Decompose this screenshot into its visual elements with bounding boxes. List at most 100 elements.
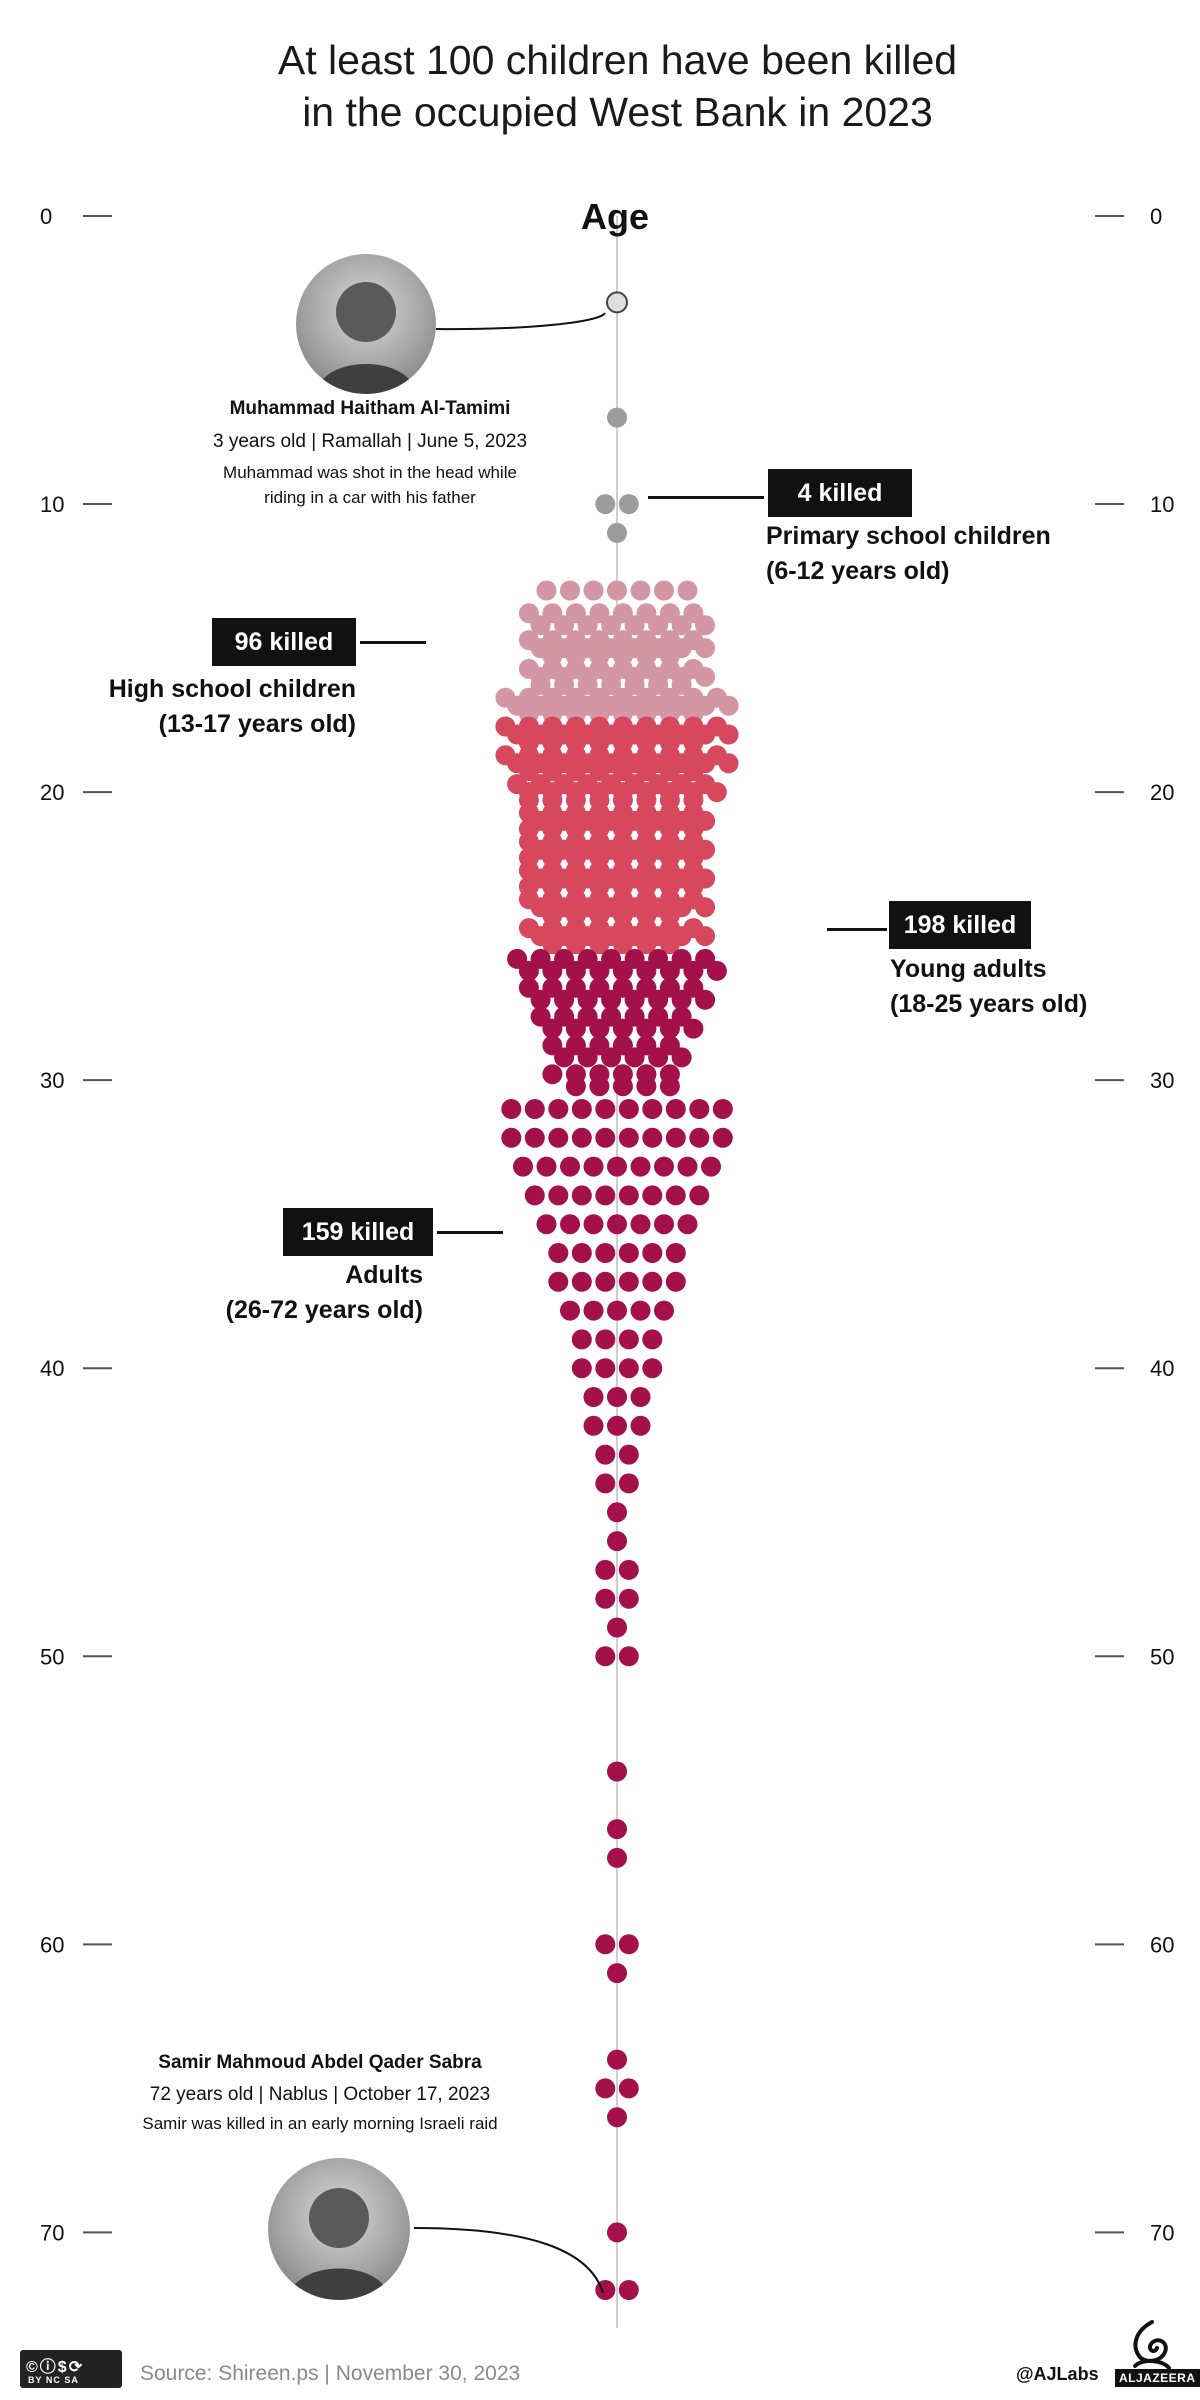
victim-dot <box>607 1502 627 1523</box>
left-tick-label: 10 <box>40 492 64 517</box>
ajlabs-handle[interactable]: @AJLabs <box>1016 2364 1099 2384</box>
victim-dot <box>542 1018 563 1039</box>
victim-dot <box>718 753 739 774</box>
victim-dot <box>571 1185 592 1206</box>
victim-dot <box>654 1156 674 1177</box>
victim-dot <box>612 1018 633 1039</box>
victim-dot <box>630 1156 651 1177</box>
victim-dot <box>601 989 622 1010</box>
victim-dot <box>607 1300 627 1321</box>
victim-dot <box>583 580 604 601</box>
muhammad-desc-line-1: Muhammad was shot in the head while <box>223 463 517 482</box>
victim-dot <box>583 1415 604 1436</box>
victim-dot <box>589 960 610 981</box>
license-text: BY NC SA <box>28 2375 79 2385</box>
victim-dot <box>618 494 639 515</box>
title-line-2: in the occupied West Bank in 2023 <box>302 89 933 135</box>
primary-group-label: Primary school children (6-12 years old) <box>766 519 1051 589</box>
right-tick-label: 30 <box>1150 1068 1174 1093</box>
victim-dot <box>718 724 739 745</box>
muhammad-description: Muhammad was shot in the head while ridi… <box>150 460 590 510</box>
samir-details: 72 years old | Nablus | October 17, 2023 <box>149 2084 491 2105</box>
highschool-group-label: High school children (13-17 years old) <box>56 672 356 742</box>
victim-dot <box>542 761 563 782</box>
victim-dot <box>618 1243 639 1263</box>
right-tick-label: 20 <box>1150 780 1174 805</box>
primary-killed-tag: 4 killed <box>768 469 912 517</box>
victim-dot <box>701 1156 721 1177</box>
victim-dot <box>565 934 586 955</box>
left-tick-label: 70 <box>40 2220 64 2245</box>
left-tick-label: 30 <box>40 1068 64 1093</box>
victim-dot <box>589 934 610 955</box>
victim-dot <box>595 1646 616 1667</box>
victim-dot <box>642 1185 663 1206</box>
victim-dot <box>636 1018 657 1039</box>
left-tick-label: 0 <box>40 204 52 229</box>
victim-dot <box>589 1018 610 1039</box>
victim-dot <box>654 1300 674 1321</box>
victim-dot <box>712 1127 733 1148</box>
victim-dot <box>577 1047 598 1068</box>
victim-dot <box>530 989 551 1010</box>
left-tick-label: 60 <box>40 1932 64 1957</box>
adults-group-range: (26-72 years old) <box>225 1296 423 1324</box>
victim-dot <box>601 615 622 636</box>
primary-group-range: (6-12 years old) <box>766 557 950 585</box>
victim-dot <box>518 761 539 782</box>
victim-dot <box>706 960 727 981</box>
victim-dot <box>636 960 657 981</box>
primary-group-name: Primary school children <box>766 522 1051 550</box>
left-tick-label: 20 <box>40 780 64 805</box>
cc-license-badge[interactable]: ©ⓘ$⟳ BY NC SA <box>20 2350 122 2388</box>
victim-dot <box>501 1099 522 1119</box>
victim-dot <box>624 989 645 1010</box>
victim-dot <box>607 1415 627 1436</box>
victim-dot <box>595 1559 616 1580</box>
victim-dot <box>607 1531 627 1552</box>
victim-dot <box>636 761 657 782</box>
victim-dot <box>618 1185 639 1206</box>
victim-dot <box>618 2280 639 2300</box>
victim-dot <box>612 934 633 955</box>
victim-dot <box>618 1444 639 1465</box>
victim-dot <box>671 615 692 636</box>
victim-dot <box>683 761 704 782</box>
victim-dot <box>577 989 598 1010</box>
victim-dot <box>677 1214 698 1235</box>
victim-dot <box>642 1243 663 1263</box>
highschool-leader-line <box>360 641 426 644</box>
right-tick-label: 10 <box>1150 492 1174 517</box>
victim-dot <box>624 1047 645 1068</box>
victim-dot <box>583 1387 604 1407</box>
adults-group-name: Adults <box>345 1261 423 1289</box>
primary-leader-line <box>648 496 764 499</box>
victim-dot <box>548 1099 569 1119</box>
muhammad-name: Muhammad Haitham Al-Tamimi <box>229 398 511 419</box>
victim-dot <box>665 1127 686 1148</box>
victim-dot <box>513 1156 533 1177</box>
victim-dot <box>542 960 563 981</box>
victim-dot <box>524 1127 545 1148</box>
samir-portrait-photo <box>268 2158 410 2300</box>
highschool-group-name: High school children <box>108 675 356 703</box>
highschool-killed-tag: 96 killed <box>212 618 356 666</box>
victim-dot <box>607 1214 627 1235</box>
victim-dot <box>607 1156 627 1177</box>
victim-dot <box>589 761 610 782</box>
victim-dot <box>560 580 580 601</box>
victim-dot <box>659 960 680 981</box>
victim-dot <box>595 1329 616 1350</box>
victim-dot <box>607 2049 627 2070</box>
title-line-1: At least 100 children have been killed <box>277 37 958 83</box>
victim-dot <box>630 580 651 601</box>
victim-dot <box>560 1300 580 1321</box>
victim-dot <box>671 674 692 695</box>
victim-dot <box>607 2107 627 2128</box>
victim-dot <box>630 1300 651 1321</box>
victim-dot <box>601 1047 622 1068</box>
left-tick-label: 50 <box>40 1644 64 1669</box>
aljazeera-wordmark: ALJAZEERA <box>1115 2369 1200 2387</box>
victim-dot <box>665 1271 686 1292</box>
